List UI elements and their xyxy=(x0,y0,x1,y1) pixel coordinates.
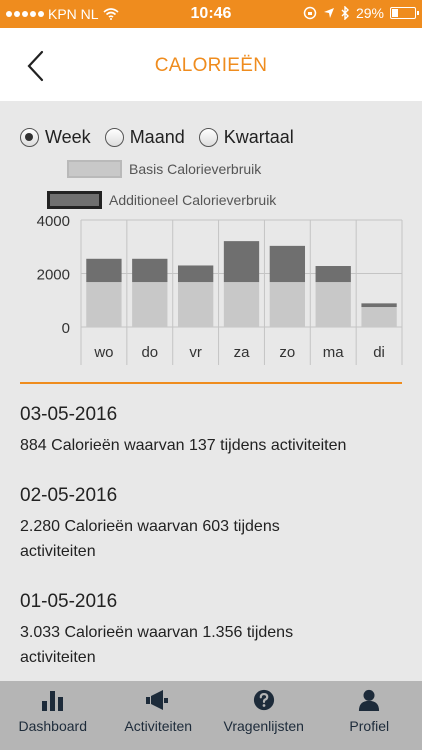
battery-percent: 29% xyxy=(355,5,384,21)
location-icon xyxy=(323,8,334,18)
radio-month[interactable]: Maand xyxy=(104,127,185,148)
tab-label: Activiteiten xyxy=(124,718,193,734)
entry-description: 2.280 Calorieën waarvan 603 tijdens acti… xyxy=(20,518,280,560)
megaphone-icon xyxy=(146,690,169,710)
bar-base-wo xyxy=(86,282,122,327)
y-tick-label: 2000 xyxy=(37,267,70,284)
bar-base-di xyxy=(361,307,397,327)
x-tick-label: do xyxy=(141,344,158,361)
status-bar: KPN NL 10:46 29% xyxy=(0,0,422,28)
tab-profile[interactable]: Profiel xyxy=(317,681,422,750)
bar-additional-do xyxy=(132,258,168,283)
radio-label: Kwartaal xyxy=(223,127,294,147)
bar-chart-icon xyxy=(41,691,63,711)
rotation-lock-icon xyxy=(303,6,317,20)
entry-description: 884 Calorieën waarvan 137 tijdens activi… xyxy=(20,437,347,454)
tab-label: Profiel xyxy=(349,718,390,734)
radio-week[interactable]: Week xyxy=(20,127,91,148)
legend-label-base: Basis Calorieverbruik xyxy=(129,161,262,177)
legend-swatch-additional xyxy=(47,191,102,209)
bar-base-za xyxy=(223,282,260,327)
nav-bar: CALORIEËN xyxy=(0,28,422,101)
battery-icon xyxy=(390,7,419,19)
radio-label: Week xyxy=(45,127,91,147)
entry-date: 01-05-2016 xyxy=(20,591,118,612)
person-icon xyxy=(359,689,380,711)
tab-dashboard[interactable]: Dashboard xyxy=(0,681,106,750)
x-tick-label: zo xyxy=(279,344,295,361)
bar-additional-vr xyxy=(177,265,214,283)
list-item: 01-05-2016 3.033 Calorieën waarvan 1.356… xyxy=(20,591,350,670)
bar-additional-zo xyxy=(269,245,306,283)
tab-bar: Dashboard Activiteiten Vragenlijsten Pro… xyxy=(0,681,422,750)
radio-circle[interactable] xyxy=(198,128,218,147)
period-selector: Week Maand Kwartaal xyxy=(20,127,308,148)
bar-additional-ma xyxy=(315,266,351,283)
tab-activities[interactable]: Activiteiten xyxy=(106,681,212,750)
status-time: 10:46 xyxy=(190,5,232,22)
signal-icon xyxy=(6,11,44,17)
radio-label: Maand xyxy=(129,127,185,147)
x-tick-label: di xyxy=(373,344,385,361)
tab-questionnaires[interactable]: Vragenlijsten xyxy=(211,681,317,750)
bluetooth-icon xyxy=(341,6,349,20)
y-tick-label: 4000 xyxy=(37,213,70,230)
legend-additional: Additioneel Calorieverbruik xyxy=(47,191,276,209)
bar-base-do xyxy=(132,282,168,327)
carrier-name: KPN NL xyxy=(48,6,99,22)
legend-base: Basis Calorieverbruik xyxy=(67,160,261,178)
y-tick-label: 0 xyxy=(62,320,70,337)
bar-additional-wo xyxy=(86,258,122,283)
page-title: CALORIEËN xyxy=(154,55,268,76)
entry-date: 03-05-2016 xyxy=(20,404,118,425)
question-icon xyxy=(253,689,274,711)
legend-swatch-base xyxy=(67,160,122,178)
back-chevron-icon[interactable] xyxy=(22,48,52,84)
tab-label: Vragenlijsten xyxy=(223,718,304,734)
entry-date: 02-05-2016 xyxy=(20,485,118,506)
bar-base-vr xyxy=(177,282,214,327)
x-tick-label: za xyxy=(234,344,251,361)
x-tick-label: ma xyxy=(323,344,344,361)
x-tick-label: vr xyxy=(189,344,202,361)
list-item: 02-05-2016 2.280 Calorieën waarvan 603 t… xyxy=(20,485,350,564)
calorie-chart: 0 2000 4000 wo do vr za zo ma di xyxy=(37,213,403,365)
divider xyxy=(20,382,402,384)
legend-label-additional: Additioneel Calorieverbruik xyxy=(109,192,277,208)
bar-base-ma xyxy=(315,282,351,327)
entry-description: 3.033 Calorieën waarvan 1.356 tijdens ac… xyxy=(20,624,294,666)
radio-quarter[interactable]: Kwartaal xyxy=(198,127,294,148)
bar-additional-za xyxy=(223,241,260,283)
wifi-icon xyxy=(103,8,119,20)
bar-base-zo xyxy=(269,282,306,327)
list-item: 03-05-2016 884 Calorieën waarvan 137 tij… xyxy=(20,404,410,458)
bar-additional-di xyxy=(361,303,397,308)
tab-label: Dashboard xyxy=(18,718,88,734)
radio-circle[interactable] xyxy=(104,128,124,147)
radio-circle[interactable] xyxy=(20,128,39,147)
x-tick-label: wo xyxy=(93,344,113,361)
